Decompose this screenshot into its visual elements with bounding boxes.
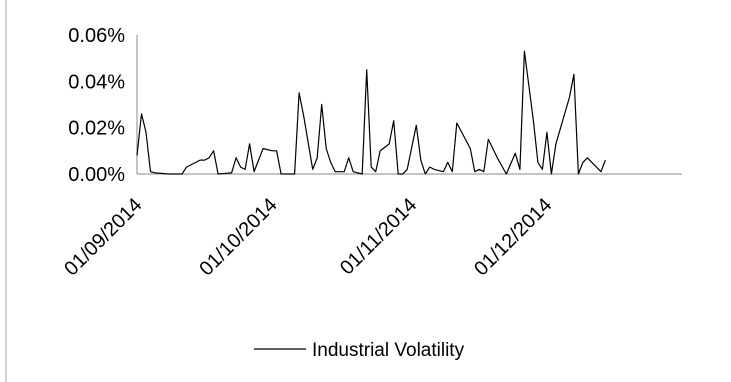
- x-axis: 01/09/2014 01/10/2014 01/11/2014 01/12/2014: [60, 194, 556, 280]
- x-tick-label: 01/09/2014: [60, 194, 146, 280]
- y-tick-label: 0.00%: [68, 164, 125, 186]
- y-tick-label: 0.06%: [68, 25, 125, 47]
- series-group: [136, 50, 606, 175]
- x-tick-label: 01/11/2014: [336, 194, 421, 279]
- x-tick-label: 01/10/2014: [195, 194, 281, 280]
- legend: Industrial Volatility: [254, 340, 465, 361]
- legend-label: Industrial Volatility: [312, 340, 465, 361]
- x-tick-label: 01/12/2014: [470, 194, 556, 280]
- y-tick-label: 0.04%: [68, 71, 125, 93]
- y-axis: 0.00% 0.02% 0.04% 0.06%: [68, 25, 125, 186]
- y-tick-label: 0.02%: [68, 118, 125, 140]
- series-line-industrial-volatility: [136, 50, 606, 175]
